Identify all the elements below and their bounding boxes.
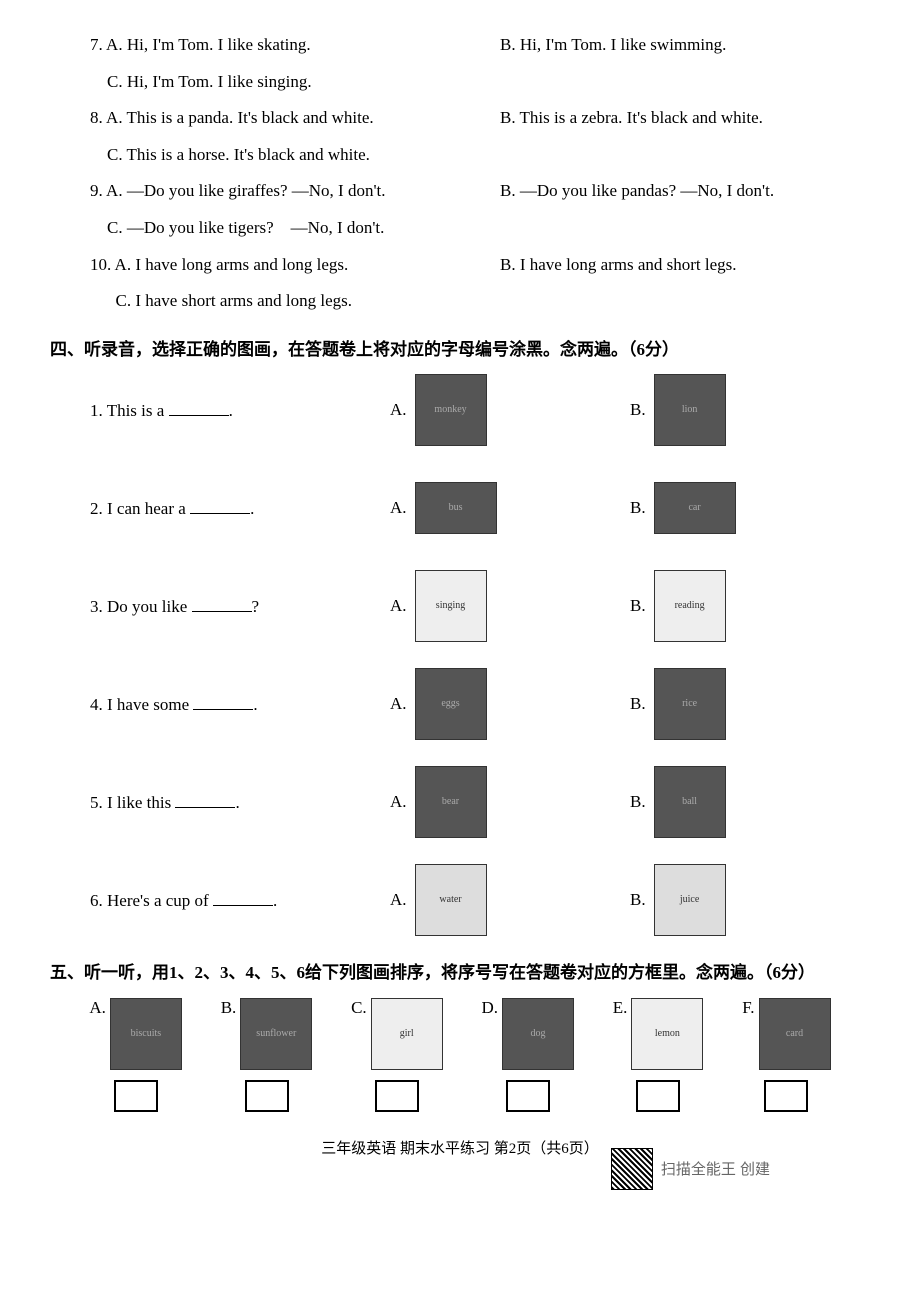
sequence-row: A.biscuits B.sunflower C.girl D.dog E.le…: [50, 998, 870, 1112]
pic3-post: ?: [252, 597, 260, 616]
biscuits-image: biscuits: [110, 998, 182, 1070]
q9-c: C. —Do you like tigers? —No, I don't.: [50, 213, 500, 244]
lemon-image: lemon: [631, 998, 703, 1070]
q7-a: 7. A. Hi, I'm Tom. I like skating.: [50, 30, 500, 61]
pic1-post: .: [229, 401, 233, 420]
seq-item-b: B.sunflower: [221, 998, 313, 1112]
pic3-b-label: B.: [630, 596, 646, 616]
answer-box[interactable]: [114, 1080, 158, 1112]
dog-image: dog: [502, 998, 574, 1070]
reading-image: reading: [654, 570, 726, 642]
seq-item-c: C.girl: [351, 998, 443, 1112]
seq-item-a: A.biscuits: [89, 998, 182, 1112]
pic4-b-label: B.: [630, 694, 646, 714]
pic-question-3: 3. Do you like ? A. singing B. reading: [50, 566, 870, 646]
question-9: 9. A. —Do you like giraffes? —No, I don'…: [50, 176, 870, 243]
pic3-a-label: A.: [390, 596, 407, 616]
sunflower-image: sunflower: [240, 998, 312, 1070]
pic1-b-label: B.: [630, 400, 646, 420]
pic2-pre: 2. I can hear a: [90, 499, 190, 518]
lion-image: lion: [654, 374, 726, 446]
blank[interactable]: [175, 790, 235, 808]
blank[interactable]: [169, 398, 229, 416]
pic4-a-label: A.: [390, 694, 407, 714]
pic2-post: .: [250, 499, 254, 518]
pic6-b-label: B.: [630, 890, 646, 910]
pic5-b-label: B.: [630, 792, 646, 812]
pic6-post: .: [273, 891, 277, 910]
bus-image: bus: [415, 482, 497, 534]
eggs-image: eggs: [415, 668, 487, 740]
blank[interactable]: [190, 496, 250, 514]
pic2-b-label: B.: [630, 498, 646, 518]
section-5-title: 五、听一听，用1、2、3、4、5、6给下列图画排序，将序号写在答题卷对应的方框里…: [50, 958, 870, 983]
girl-image: girl: [371, 998, 443, 1070]
question-8: 8. A. This is a panda. It's black and wh…: [50, 103, 870, 170]
pic4-post: .: [253, 695, 257, 714]
blank[interactable]: [213, 888, 273, 906]
seq-f-label: F.: [742, 998, 754, 1018]
juice-image: juice: [654, 864, 726, 936]
pic2-a-label: A.: [390, 498, 407, 518]
section-4-title: 四、听录音，选择正确的图画，在答题卷上将对应的字母编号涂黑。念两遍。（6分）: [50, 335, 870, 360]
bear-image: bear: [415, 766, 487, 838]
blank[interactable]: [192, 594, 252, 612]
seq-e-label: E.: [613, 998, 628, 1018]
pic5-a-label: A.: [390, 792, 407, 812]
singing-image: singing: [415, 570, 487, 642]
seq-b-label: B.: [221, 998, 237, 1018]
card-image: card: [759, 998, 831, 1070]
seq-item-d: D.dog: [481, 998, 574, 1112]
qr-code-icon: [611, 1148, 653, 1190]
monkey-image: monkey: [415, 374, 487, 446]
q7-c: C. Hi, I'm Tom. I like singing.: [50, 67, 500, 98]
rice-image: rice: [654, 668, 726, 740]
seq-d-label: D.: [481, 998, 498, 1018]
pic-question-1: 1. This is a . A. monkey B. lion: [50, 370, 870, 450]
q10-b: B. I have long arms and short legs.: [500, 250, 910, 281]
answer-box[interactable]: [636, 1080, 680, 1112]
q9-b: B. —Do you like pandas? —No, I don't.: [500, 176, 910, 207]
pic4-pre: 4. I have some: [90, 695, 193, 714]
pic-question-6: 6. Here's a cup of . A. water B. juice: [50, 860, 870, 940]
water-image: water: [415, 864, 487, 936]
q8-a: 8. A. This is a panda. It's black and wh…: [50, 103, 500, 134]
question-7: 7. A. Hi, I'm Tom. I like skating. B. Hi…: [50, 30, 870, 97]
seq-c-label: C.: [351, 998, 367, 1018]
question-10: 10. A. I have long arms and long legs. B…: [50, 250, 870, 317]
q9-a: 9. A. —Do you like giraffes? —No, I don'…: [50, 176, 500, 207]
pic1-pre: 1. This is a: [90, 401, 169, 420]
car-image: car: [654, 482, 736, 534]
pic1-a-label: A.: [390, 400, 407, 420]
answer-box[interactable]: [375, 1080, 419, 1112]
q7-b: B. Hi, I'm Tom. I like swimming.: [500, 30, 910, 61]
ball-image: ball: [654, 766, 726, 838]
answer-box[interactable]: [245, 1080, 289, 1112]
pic3-pre: 3. Do you like: [90, 597, 192, 616]
seq-item-f: F.card: [742, 998, 830, 1112]
q10-c: C. I have short arms and long legs.: [50, 286, 500, 317]
pic-question-4: 4. I have some . A. eggs B. rice: [50, 664, 870, 744]
q8-c: C. This is a horse. It's black and white…: [50, 140, 500, 171]
pic5-pre: 5. I like this: [90, 793, 175, 812]
pic6-pre: 6. Here's a cup of: [90, 891, 213, 910]
q10-a: 10. A. I have long arms and long legs.: [50, 250, 500, 281]
pic-question-5: 5. I like this . A. bear B. ball: [50, 762, 870, 842]
watermark-text: 扫描全能王 创建: [661, 1158, 770, 1179]
seq-a-label: A.: [89, 998, 106, 1018]
blank[interactable]: [193, 692, 253, 710]
pic6-a-label: A.: [390, 890, 407, 910]
seq-item-e: E.lemon: [613, 998, 704, 1112]
watermark: 扫描全能王 创建: [50, 1148, 870, 1190]
q8-b: B. This is a zebra. It's black and white…: [500, 103, 910, 134]
pic5-post: .: [235, 793, 239, 812]
answer-box[interactable]: [764, 1080, 808, 1112]
pic-question-2: 2. I can hear a . A. bus B. car: [50, 468, 870, 548]
answer-box[interactable]: [506, 1080, 550, 1112]
